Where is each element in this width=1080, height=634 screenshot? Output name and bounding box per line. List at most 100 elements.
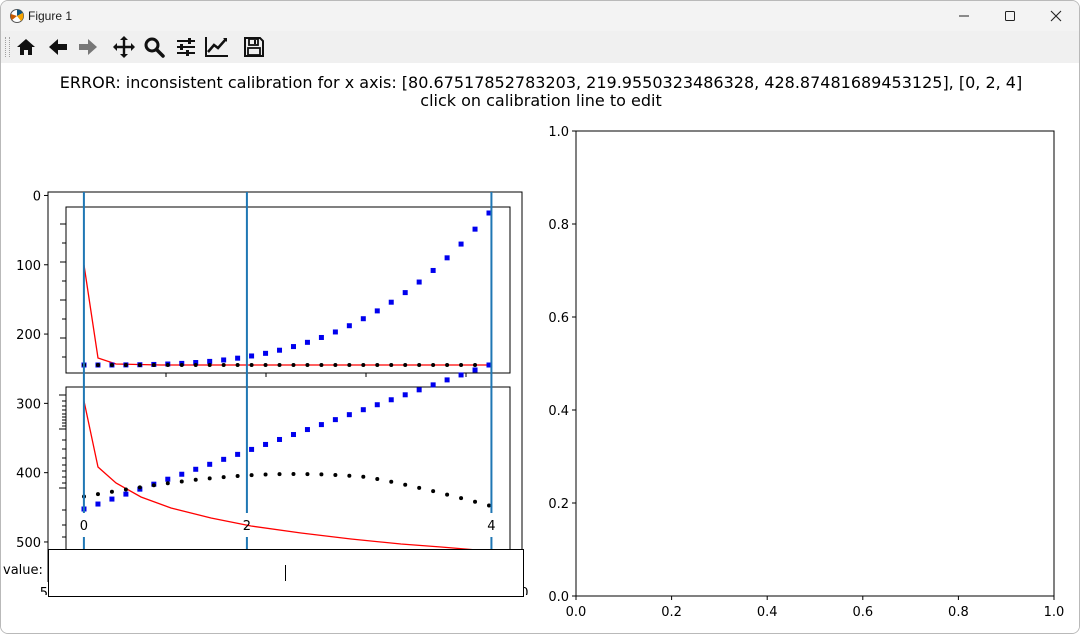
x-tick-label: 1.0 — [1044, 605, 1065, 620]
y-tick-label: 400 — [16, 467, 41, 482]
right-axes-frame — [575, 130, 1055, 597]
black-dot — [277, 472, 282, 477]
right-y-ticks: 0.0 0.2 0.4 0.6 0.8 1.0 — [548, 125, 576, 605]
black-dot — [431, 489, 436, 494]
black-dot — [459, 363, 464, 367]
edit-axis-button[interactable] — [202, 34, 230, 60]
back-icon — [49, 39, 67, 55]
x-tick-label: 0.6 — [852, 605, 873, 620]
blue-square — [360, 316, 366, 322]
blue-square — [472, 226, 478, 232]
black-dot — [263, 363, 268, 367]
blue-square — [179, 471, 185, 477]
black-dot — [417, 485, 422, 490]
black-dot — [193, 363, 198, 367]
blue-square — [193, 466, 199, 472]
pan-icon — [113, 36, 135, 58]
black-dot — [179, 479, 184, 484]
black-dot — [249, 363, 254, 367]
black-dot — [123, 487, 128, 492]
blue-square — [416, 279, 422, 285]
figure-title-line2: click on calibration line to edit — [420, 91, 662, 110]
blue-square — [444, 255, 450, 261]
black-dot — [109, 489, 114, 494]
configure-subplots-button[interactable] — [172, 34, 200, 60]
toolbar-grip[interactable] — [5, 37, 10, 57]
upper-panel-ticks — [60, 223, 467, 377]
pan-button[interactable] — [110, 34, 138, 60]
black-dot — [487, 503, 491, 508]
configure-subplots-icon — [177, 38, 195, 56]
lower-blue-squares — [81, 362, 492, 512]
zoom-button[interactable] — [140, 34, 168, 60]
black-dot — [403, 482, 408, 487]
figure-canvas[interactable]: ERROR: inconsistent calibration for x ax… — [1, 63, 1079, 633]
y-tick-label: 0.2 — [548, 497, 569, 512]
blue-square — [304, 427, 310, 433]
blue-square — [346, 323, 352, 329]
blue-square — [249, 446, 255, 452]
black-dot — [305, 472, 310, 477]
calibration-image-axes[interactable]: 50100150200250300350400450 0100200300400… — [1, 125, 541, 595]
black-dot — [193, 477, 198, 482]
blue-square — [458, 241, 464, 247]
blue-square — [374, 402, 380, 408]
black-dot — [319, 472, 324, 477]
minimize-button[interactable] — [941, 1, 987, 31]
y-tick-label: 0.4 — [548, 404, 569, 419]
black-dot — [389, 479, 394, 484]
blue-square — [360, 407, 366, 413]
back-button[interactable] — [44, 34, 72, 60]
blue-square — [249, 353, 255, 359]
blue-square — [193, 360, 199, 366]
black-dot — [291, 363, 296, 367]
blue-square — [123, 491, 129, 497]
blue-square — [277, 347, 283, 353]
black-dot — [151, 483, 156, 488]
black-dot — [137, 363, 142, 367]
title-bar[interactable]: Figure 1 — [1, 1, 1079, 31]
maximize-button[interactable] — [987, 1, 1033, 31]
blue-square — [221, 456, 227, 462]
black-dot — [179, 363, 184, 367]
blue-square — [458, 372, 464, 378]
lower-black-dots — [82, 472, 491, 508]
save-button[interactable] — [240, 34, 268, 60]
close-icon — [1050, 10, 1062, 22]
blue-square — [402, 392, 408, 398]
blue-square — [263, 350, 269, 356]
x-tick-label: 0.0 — [566, 605, 587, 620]
blue-square — [304, 339, 310, 345]
blue-square — [165, 476, 171, 482]
lower-red-curve — [83, 400, 490, 552]
black-dot — [473, 499, 478, 504]
blue-square — [402, 290, 408, 296]
black-dot — [431, 363, 436, 367]
zoom-icon — [144, 37, 165, 58]
black-dot — [95, 492, 100, 497]
black-dot — [95, 363, 100, 367]
matplotlib-logo-icon — [10, 9, 24, 23]
black-dot — [445, 363, 450, 367]
black-dot — [361, 363, 366, 367]
minimize-icon — [959, 15, 969, 17]
blue-square — [430, 382, 436, 388]
blue-square — [346, 412, 352, 418]
value-textbox[interactable] — [48, 549, 524, 597]
black-dot — [305, 363, 310, 367]
forward-button[interactable] — [74, 34, 102, 60]
blue-square — [207, 358, 213, 364]
edit-axis-icon — [205, 37, 228, 57]
window-title: Figure 1 — [28, 9, 73, 23]
close-button[interactable] — [1033, 1, 1079, 31]
blue-square — [430, 267, 436, 273]
y-tick-label: 100 — [16, 259, 41, 274]
black-dot — [445, 492, 450, 497]
x-tick-label: 0.8 — [948, 605, 969, 620]
empty-axes[interactable]: 0.0 0.2 0.4 0.6 0.8 1.0 0.0 0.2 0.4 0.6 0.8 1.0 — [541, 125, 1079, 625]
home-button[interactable] — [12, 34, 40, 60]
black-dot — [207, 476, 212, 481]
black-dot — [473, 363, 478, 367]
blue-square — [318, 422, 324, 428]
